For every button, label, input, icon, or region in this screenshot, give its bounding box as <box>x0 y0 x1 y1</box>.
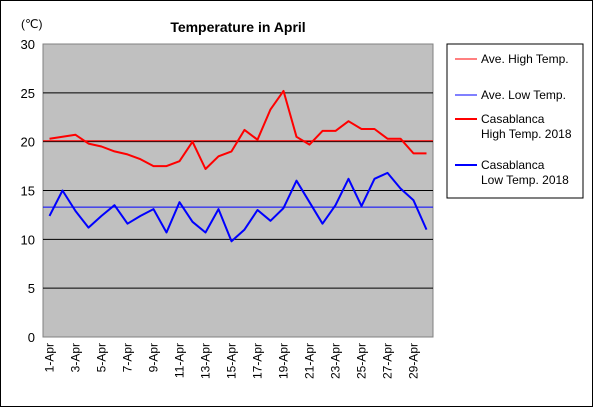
x-tick-label: 17-Apr <box>251 343 265 379</box>
y-tick-label: 15 <box>21 184 35 199</box>
series-line-2 <box>49 89 427 170</box>
y-tick-label: 0 <box>28 330 35 345</box>
y-tick-label: 25 <box>21 86 35 101</box>
legend-label-1: Ave. Low Temp. <box>481 88 566 102</box>
legend-label-0: Ave. High Temp. <box>481 52 569 66</box>
unit-label: (℃) <box>21 17 42 31</box>
x-tick-label: 27-Apr <box>381 343 395 379</box>
legend-label-3: Casablanca Low Temp. 2018 <box>481 158 569 187</box>
x-tick-label: 19-Apr <box>277 343 291 379</box>
x-axis-ticks: 1-Apr 3-Apr 5-Apr 7-Apr 9-Apr 11-Apr 13-Apr 15-… <box>43 343 421 379</box>
x-tick-label: 1-Apr <box>43 343 57 372</box>
x-tick-label: 9-Apr <box>147 343 161 372</box>
x-tick-label: 5-Apr <box>95 343 109 372</box>
x-tick-label: 11-Apr <box>173 343 187 378</box>
legend-box <box>446 43 584 199</box>
x-tick-label: 29-Apr <box>407 343 421 379</box>
x-tick-label: 25-Apr <box>355 343 369 379</box>
y-tick-label: 5 <box>28 281 35 296</box>
x-tick-label: 3-Apr <box>69 343 83 372</box>
y-tick-label: 20 <box>21 135 35 150</box>
legend: Ave. High Temp. Ave. Low Temp. Casablanca H… <box>455 52 572 187</box>
x-tick-label: 21-Apr <box>303 343 317 379</box>
series-group <box>43 89 433 243</box>
chart-title: Temperature in April <box>170 19 305 35</box>
series-line-3 <box>48 171 428 243</box>
x-tick-label: 15-Apr <box>225 343 239 379</box>
y-tick-label: 30 <box>21 37 35 52</box>
legend-label-2: Casablanca High Temp. 2018 <box>481 112 572 141</box>
x-tick-label: 23-Apr <box>329 343 343 379</box>
y-tick-label: 10 <box>21 232 35 247</box>
y-axis-ticks: 0 5 10 15 20 25 30 <box>21 37 35 345</box>
x-tick-label: 13-Apr <box>199 343 213 379</box>
x-tick-label: 7-Apr <box>121 343 135 372</box>
grid-lines <box>43 92 433 289</box>
